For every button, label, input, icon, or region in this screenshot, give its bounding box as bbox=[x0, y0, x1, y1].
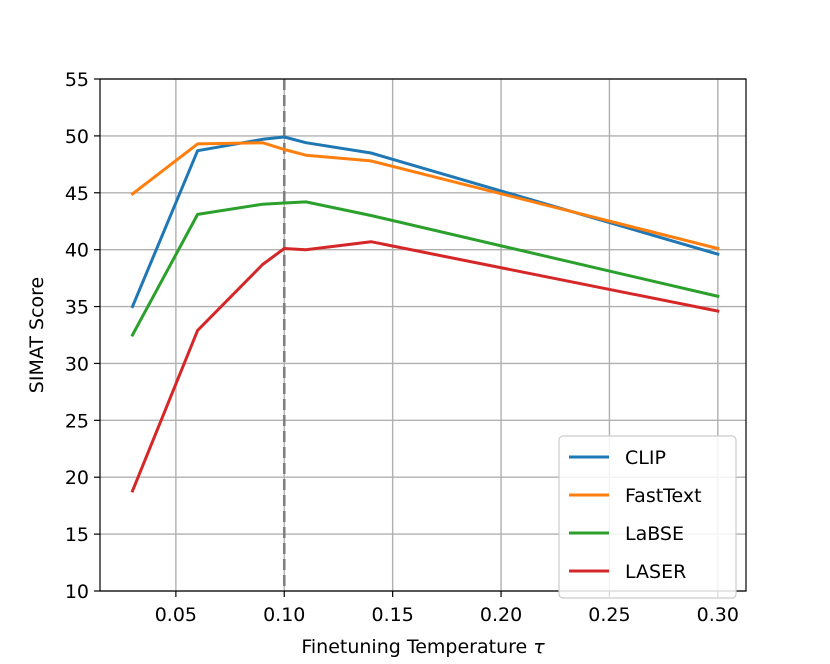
legend-label-clip: CLIP bbox=[625, 447, 666, 469]
axis-ticks: 0.05 0.10 0.15 0.20 0.25 0.30 10 15 20 25 30 35 40 45… bbox=[65, 69, 739, 626]
series-line-labse bbox=[130, 200, 720, 338]
y-tick-label: 15 bbox=[65, 524, 89, 546]
x-tick-label: 0.20 bbox=[480, 604, 522, 626]
grid-lines bbox=[100, 78, 746, 592]
y-axis-label: SIMAT Score bbox=[26, 277, 48, 393]
y-tick-label: 40 bbox=[65, 240, 89, 262]
series-line-clip bbox=[130, 135, 720, 309]
x-tick-label: 0.15 bbox=[371, 604, 413, 626]
x-tick-label: 0.25 bbox=[588, 604, 630, 626]
legend-box bbox=[558, 435, 737, 599]
legend-label-fasttext: FastText bbox=[625, 485, 702, 507]
x-tick-label: 0.05 bbox=[155, 604, 197, 626]
x-axis-label: Finetuning Temperature τ bbox=[301, 636, 545, 658]
y-tick-label: 20 bbox=[65, 467, 89, 489]
y-tick-label: 55 bbox=[65, 69, 89, 91]
x-tick-label: 0.30 bbox=[697, 604, 739, 626]
plot-frame bbox=[99, 78, 747, 592]
y-tick-label: 30 bbox=[65, 353, 89, 375]
series-line-laser bbox=[130, 240, 720, 493]
series-layer bbox=[130, 135, 720, 493]
y-tick-label: 10 bbox=[65, 581, 89, 603]
legend-label-labse: LaBSE bbox=[625, 523, 684, 545]
y-tick-label: 25 bbox=[65, 410, 89, 432]
y-tick-label: 35 bbox=[65, 297, 89, 319]
y-tick-label: 45 bbox=[65, 183, 89, 205]
x-tick-label: 0.10 bbox=[263, 604, 305, 626]
legend: CLIP FastText LaBSE LASER bbox=[558, 435, 737, 599]
series-line-fasttext bbox=[130, 141, 720, 251]
legend-label-laser: LASER bbox=[625, 561, 686, 583]
y-tick-label: 50 bbox=[65, 126, 89, 148]
